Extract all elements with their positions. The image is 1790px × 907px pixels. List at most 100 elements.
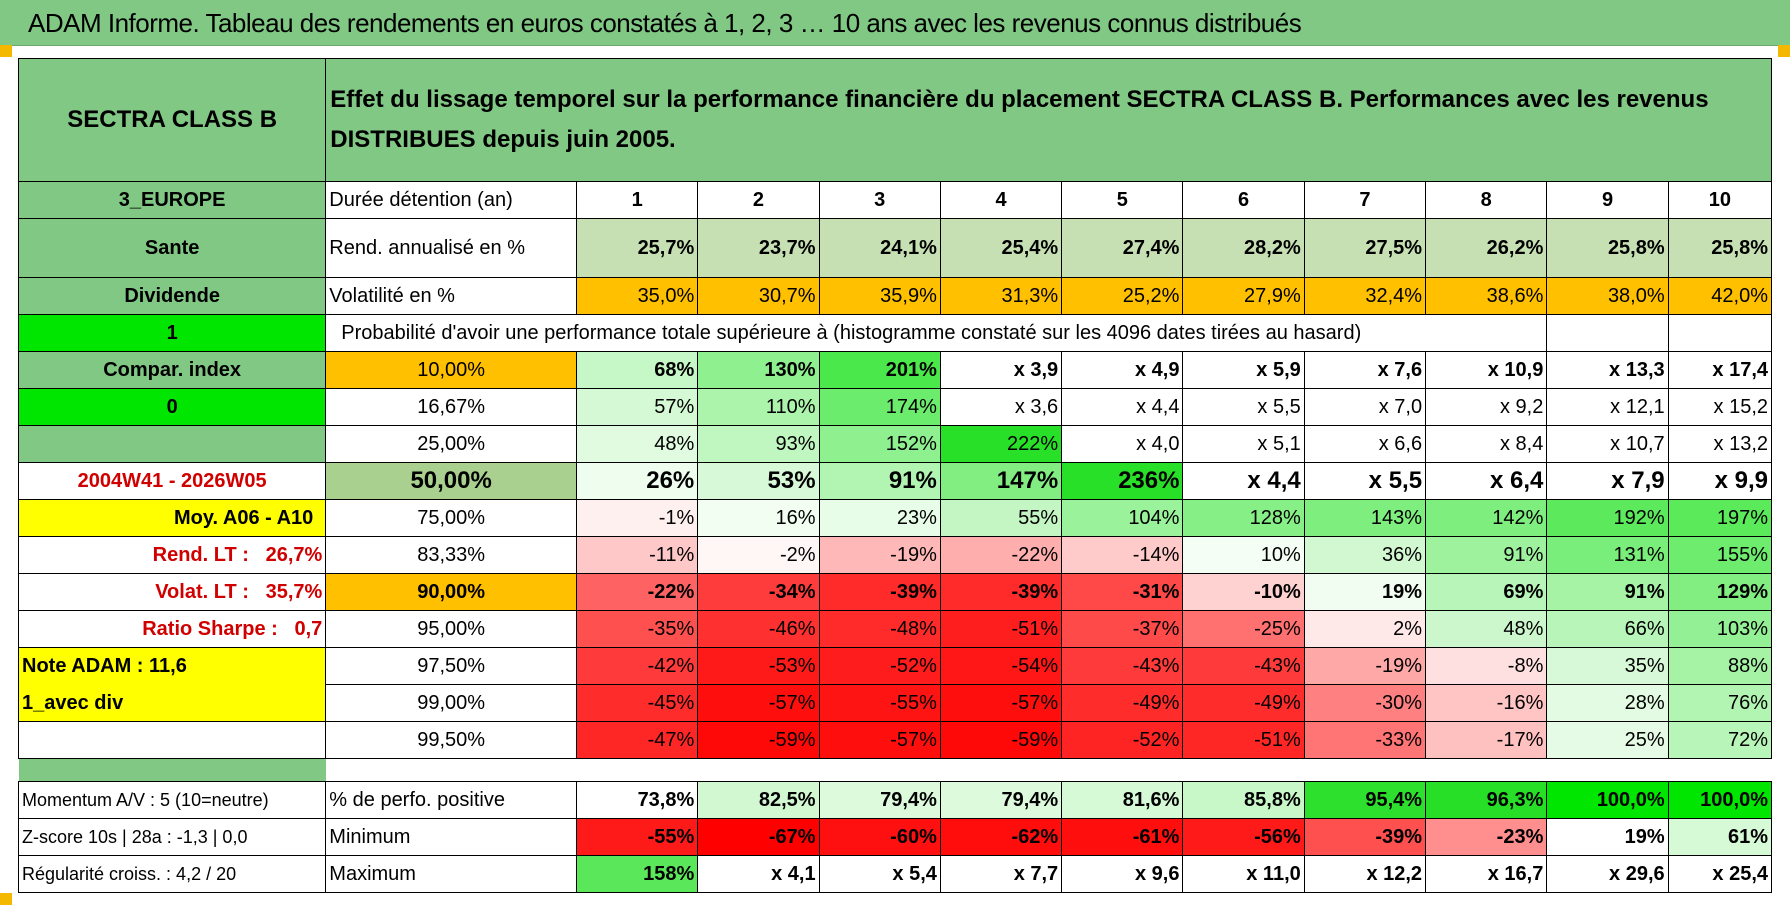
table-cell: -14%	[1061, 536, 1184, 574]
row-left-label: 3_EUROPE	[17, 181, 327, 219]
volat-lt-label: Volat. LT :	[155, 581, 249, 603]
table-cell: 88%	[1667, 647, 1773, 685]
table-cell: x 4,4	[1182, 462, 1305, 500]
table-row: 1 Probabilité d'avoir une performance to…	[17, 314, 1773, 352]
table-cell: x 12,1	[1546, 388, 1669, 426]
table-cell: 38,6%	[1425, 277, 1548, 315]
table-cell: -52%	[1061, 721, 1184, 759]
table-cell: -8%	[1425, 647, 1548, 685]
table-cell: x 25,4	[1667, 855, 1773, 893]
table-cell: -61%	[1061, 818, 1184, 856]
table-cell: -22%	[939, 536, 1063, 574]
table-cell: -52%	[818, 647, 941, 685]
table-cell: x 29,6	[1546, 855, 1669, 893]
table-cell: 2	[697, 181, 820, 219]
table-row: 0 16,67% 57% 110% 174% x 3,6 x 4,4 x 5,5…	[17, 388, 1773, 426]
row-left-label: Ratio Sharpe : 0,7	[17, 610, 327, 648]
table-cell: 27,5%	[1303, 218, 1427, 278]
table-cell: x 7,7	[939, 855, 1063, 893]
table-cell: -59%	[939, 721, 1063, 759]
table-cell: x 12,2	[1303, 855, 1427, 893]
performance-table: SECTRA CLASS B Effet du lissage temporel…	[17, 58, 1773, 893]
table-cell: 30,7%	[697, 277, 820, 315]
table-cell: 147%	[939, 462, 1063, 500]
table-cell: 61%	[1667, 818, 1773, 856]
table-cell: -51%	[1182, 721, 1305, 759]
table-cell: -43%	[1182, 647, 1305, 685]
row-label: Volatilité en %	[325, 277, 577, 315]
corner-marker-left	[0, 45, 12, 57]
table-cell: -57%	[939, 684, 1063, 722]
table-cell: 35,9%	[818, 277, 941, 315]
table-cell: 69%	[1425, 573, 1548, 611]
table-cell: x 6,6	[1303, 425, 1427, 463]
table-cell: 131%	[1546, 536, 1669, 574]
table-cell: 128%	[1182, 499, 1305, 537]
table-cell: x 6,4	[1425, 462, 1548, 500]
table-cell: -42%	[575, 647, 699, 685]
table-cell: 155%	[1667, 536, 1773, 574]
empty-cell	[1546, 314, 1669, 352]
table-cell: -56%	[1182, 818, 1305, 856]
table-cell: 26,2%	[1425, 218, 1548, 278]
table-cell: 32,4%	[1303, 277, 1427, 315]
row-label: Minimum	[325, 818, 577, 856]
table-cell: x 11,0	[1182, 855, 1305, 893]
table-cell: 57%	[575, 388, 699, 426]
table-row: Dividende Volatilité en % 35,0% 30,7% 35…	[17, 277, 1773, 315]
table-cell: 27,4%	[1061, 218, 1184, 278]
table-cell: 197%	[1667, 499, 1773, 537]
table-cell: 7	[1303, 181, 1427, 219]
table-cell: -55%	[818, 684, 941, 722]
table-cell: 76%	[1667, 684, 1773, 722]
table-cell: -19%	[818, 536, 941, 574]
table-cell: -19%	[1303, 647, 1427, 685]
table-cell: 48%	[1425, 610, 1548, 648]
table-row: 1_avec div 99,00% -45% -57% -55% -57% -4…	[17, 684, 1773, 722]
table-cell: 4	[939, 181, 1063, 219]
table-cell: 5	[1061, 181, 1184, 219]
volat-lt-value: 35,7%	[265, 581, 323, 603]
table-cell: 25%	[1546, 721, 1669, 759]
fund-description: Effet du lissage temporel sur la perform…	[325, 58, 1772, 182]
rend-lt-label: Rend. LT :	[152, 544, 249, 566]
table-cell: x 4,0	[1061, 425, 1184, 463]
table-cell: 129%	[1667, 573, 1773, 611]
table-cell: 9	[1546, 181, 1669, 219]
table-cell: 110%	[697, 388, 820, 426]
dividend-mode: 1_avec div	[17, 684, 327, 722]
table-cell: 103%	[1667, 610, 1773, 648]
table-cell: 23%	[818, 499, 941, 537]
adam-note: Note ADAM : 11,6	[17, 647, 327, 685]
table-cell: 53%	[697, 462, 820, 500]
table-cell: -10%	[1182, 573, 1305, 611]
table-cell: 27,9%	[1182, 277, 1305, 315]
sharpe-value: 0,7	[294, 618, 323, 640]
table-cell: 201%	[818, 351, 941, 389]
table-cell: -43%	[1061, 647, 1184, 685]
table-row: Rend. LT : 26,7% 83,33% -11% -2% -19% -2…	[17, 536, 1773, 574]
row-left-label: Compar. index	[17, 351, 327, 389]
table-cell: 95,4%	[1303, 781, 1427, 819]
table-cell: 36%	[1303, 536, 1427, 574]
table-cell: -46%	[697, 610, 820, 648]
row-left-label: 1	[17, 314, 327, 352]
row-label: 83,33%	[325, 536, 577, 574]
table-cell: 10%	[1182, 536, 1305, 574]
table-cell: -60%	[818, 818, 941, 856]
row-left-label: Volat. LT : 35,7%	[17, 573, 327, 611]
row-label: Rend. annualisé en %	[325, 218, 577, 278]
table-cell: -2%	[697, 536, 820, 574]
table-cell: -55%	[575, 818, 699, 856]
table-cell: -49%	[1182, 684, 1305, 722]
row-left-label: Dividende	[17, 277, 327, 315]
momentum-label: Momentum A/V : 5 (10=neutre)	[17, 781, 327, 819]
table-cell: 72%	[1667, 721, 1773, 759]
table-row: Note ADAM : 11,6 97,50% -42% -53% -52% -…	[17, 647, 1773, 685]
table-cell: 8	[1425, 181, 1548, 219]
table-cell: x 13,2	[1667, 425, 1773, 463]
spacer-cell	[326, 759, 1772, 782]
table-cell: 158%	[575, 855, 699, 893]
table-cell: 1	[575, 181, 699, 219]
table-cell: 2%	[1303, 610, 1427, 648]
